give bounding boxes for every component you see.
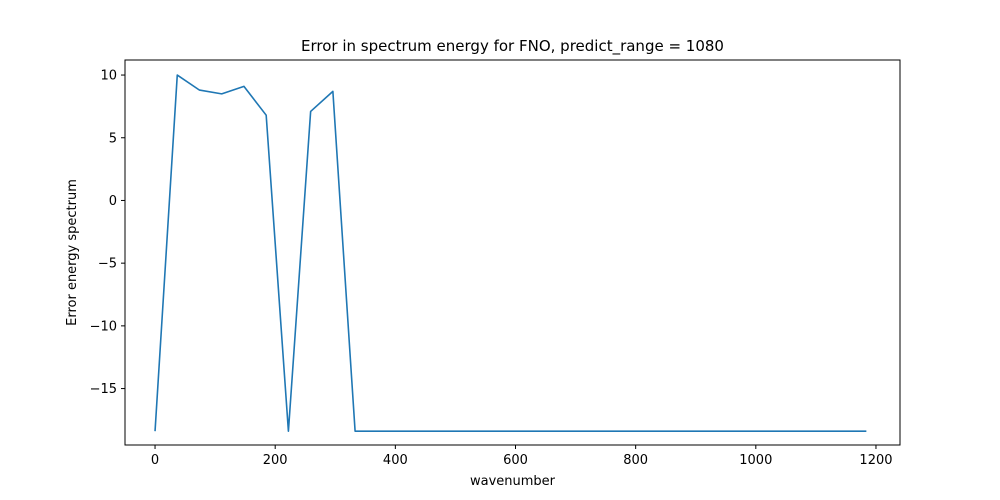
y-tick-label: −15 [90,382,117,397]
x-tick-label: 600 [503,453,528,468]
x-tick-label: 200 [263,453,288,468]
x-tick-label: 1000 [739,453,772,468]
y-tick-label: 10 [100,69,117,84]
y-tick-label: −5 [98,257,117,272]
y-axis-label: Error energy spectrum [65,179,80,326]
chart-title: Error in spectrum energy for FNO, predic… [301,37,724,56]
x-tick-label: 800 [623,453,648,468]
plot-frame [124,59,901,446]
y-tick-label: 0 [109,194,117,209]
data-line [154,74,867,433]
y-tick-label: −10 [90,319,117,334]
x-tick-label: 0 [151,453,159,468]
x-axis-label: wavenumber [470,474,556,489]
y-tick-label: 5 [109,131,117,146]
y-axis: 10 5 0 −5 −10 −15 [90,69,125,397]
x-tick-label: 1200 [859,453,892,468]
x-axis: 0 200 400 600 800 1000 1200 [151,445,893,468]
plot-area [124,59,901,446]
x-tick-label: 400 [383,453,408,468]
